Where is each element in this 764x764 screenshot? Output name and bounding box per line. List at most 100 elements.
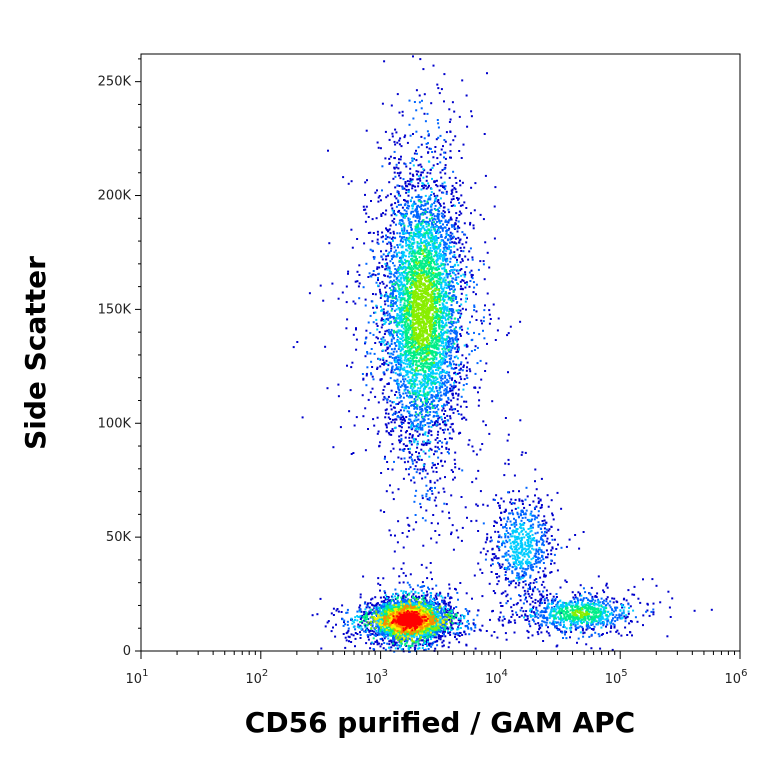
event-point: [442, 332, 445, 335]
event-point: [417, 395, 419, 398]
event-point: [444, 352, 447, 355]
event-point: [433, 215, 436, 218]
event-point: [438, 386, 441, 389]
event-point: [411, 422, 414, 425]
event-point: [433, 228, 436, 231]
event-point: [437, 294, 440, 297]
event-point: [405, 214, 408, 217]
event-point: [473, 331, 475, 334]
event-point: [420, 155, 423, 158]
event-point: [395, 295, 398, 298]
event-point: [475, 283, 478, 286]
event-point: [452, 297, 455, 300]
event-point: [421, 470, 424, 473]
event-point: [423, 418, 426, 421]
event-point: [355, 327, 357, 330]
event-point: [446, 331, 449, 334]
event-point: [451, 232, 454, 235]
event-point: [425, 352, 428, 355]
event-point: [412, 386, 415, 389]
event-point: [440, 148, 443, 151]
event-point: [422, 204, 425, 207]
event-point: [388, 270, 391, 272]
event-point: [447, 381, 450, 383]
event-point: [394, 213, 396, 216]
event-point: [420, 278, 423, 281]
event-point: [385, 490, 388, 493]
event-point: [437, 199, 440, 201]
event-point: [422, 367, 425, 370]
event-point: [419, 502, 422, 505]
event-point: [419, 247, 422, 250]
event-point: [452, 139, 455, 142]
event-point: [415, 89, 418, 92]
event-point: [445, 381, 448, 384]
event-point: [409, 447, 411, 450]
event-point: [381, 102, 384, 105]
event-point: [410, 368, 413, 371]
event-point: [482, 320, 485, 323]
event-point: [399, 137, 402, 140]
event-point: [410, 265, 413, 267]
event-point: [355, 416, 358, 419]
event-point: [430, 363, 433, 366]
event-point: [407, 264, 410, 267]
event-point: [394, 358, 397, 361]
event-point: [421, 211, 424, 214]
event-point: [424, 236, 427, 239]
event-point: [452, 299, 454, 302]
event-point: [426, 358, 429, 360]
event-point: [426, 352, 429, 355]
event-point: [473, 309, 476, 312]
event-point: [463, 222, 466, 225]
event-point: [445, 314, 448, 317]
event-point: [418, 232, 421, 235]
event-point: [430, 226, 433, 229]
event-point: [395, 367, 398, 370]
event-point: [395, 363, 398, 366]
event-point: [403, 380, 406, 383]
event-point: [415, 350, 418, 353]
event-point: [418, 247, 421, 250]
event-point: [441, 464, 444, 467]
event-point: [416, 349, 419, 351]
event-point: [429, 213, 432, 216]
event-point: [439, 316, 442, 319]
event-point: [441, 441, 444, 444]
event-point: [430, 375, 433, 378]
event-point: [434, 486, 436, 489]
event-point: [442, 278, 445, 281]
event-point: [457, 388, 460, 391]
event-point: [468, 271, 471, 274]
event-point: [430, 383, 433, 386]
event-point: [401, 313, 404, 316]
event-point: [425, 175, 428, 178]
event-point: [391, 357, 394, 359]
event-point: [371, 366, 374, 368]
event-point: [410, 425, 413, 428]
event-point: [455, 212, 458, 215]
event-point: [439, 203, 442, 206]
event-point: [405, 320, 408, 323]
event-point: [431, 166, 434, 169]
event-point: [401, 406, 404, 409]
event-point: [473, 286, 476, 289]
event-point: [431, 388, 434, 391]
event-point: [396, 321, 399, 324]
event-point: [453, 264, 456, 267]
event-point: [413, 313, 416, 316]
event-point: [414, 266, 417, 269]
event-point: [456, 248, 459, 251]
event-point: [403, 279, 406, 282]
event-point: [367, 232, 370, 234]
event-point: [450, 156, 452, 159]
event-point: [458, 305, 461, 308]
event-point: [438, 206, 441, 209]
event-point: [410, 286, 413, 289]
event-point: [413, 370, 416, 373]
event-point: [407, 183, 410, 186]
event-point: [419, 408, 422, 411]
event-point: [406, 304, 409, 307]
event-point: [434, 223, 437, 225]
event-point: [406, 373, 409, 376]
